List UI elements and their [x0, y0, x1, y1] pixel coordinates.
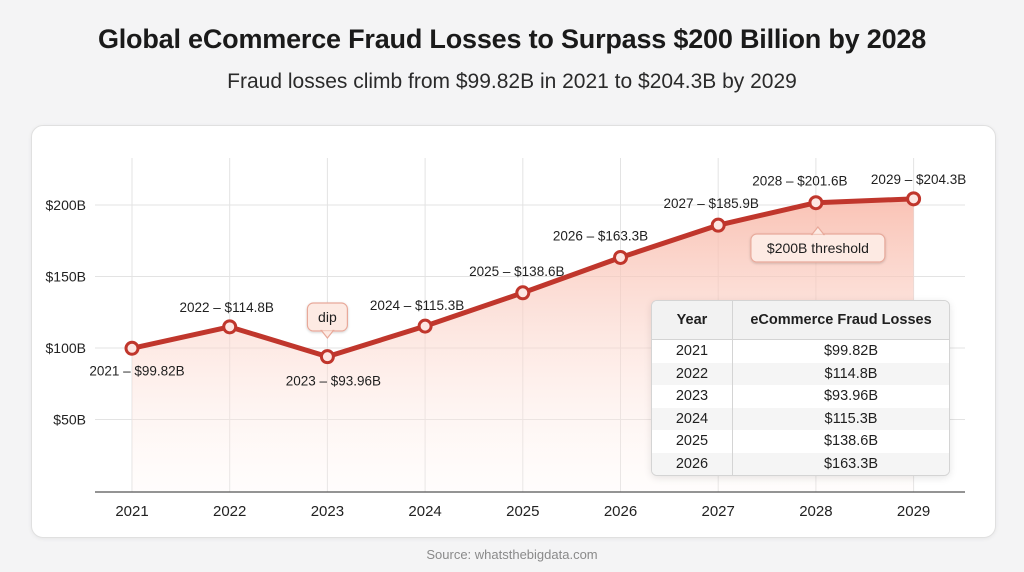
data-point [710, 217, 726, 233]
table-header-row: Year eCommerce Fraud Losses [652, 301, 949, 340]
data-points [124, 191, 922, 365]
x-tick-label: 2022 [213, 503, 246, 520]
data-point [613, 249, 628, 265]
x-tick-label: 2021 [115, 503, 148, 520]
table-cell-year: 2026 [652, 452, 733, 475]
threshold-callout-text: $200B threshold [767, 240, 869, 256]
threshold-callout-tail-mask [812, 234, 823, 237]
table-row: 2022 $114.8B [652, 362, 949, 385]
dip-callout-text: dip [318, 309, 337, 325]
data-point [906, 191, 922, 207]
data-point [319, 349, 335, 365]
table-cell-year: 2021 [652, 339, 733, 363]
source-note: Source: whatsthebigdata.com [426, 547, 598, 562]
table-cell-year: 2023 [652, 385, 733, 408]
table-cell-value: $138.6B [823, 433, 879, 450]
table-row: 2024 $115.3B [652, 407, 949, 430]
dip-callout: dip [306, 302, 348, 339]
data-label: 2027 – $185.9B [664, 196, 759, 211]
table-cell-value: $163.3B [732, 452, 949, 475]
annotations: dip $200B threshold [306, 226, 886, 339]
data-label: 2026 – $163.3B [553, 228, 648, 243]
table-cell-value: $99.82B [823, 343, 879, 360]
data-labels: 2021 – $99.82B 2022 – $114.8B 2023 – $93.9… [89, 172, 966, 389]
dip-callout-tail [320, 329, 335, 339]
table-row: 2026 $163.3B [652, 452, 949, 475]
x-tick-label: 2023 [311, 503, 344, 520]
x-tick-label: 2026 [604, 503, 637, 520]
table-cell-year: 2022 [652, 362, 733, 385]
table-row: 2025 $138.6B [652, 430, 949, 453]
table-header-losses: eCommerce Fraud Losses [732, 301, 949, 340]
data-point [417, 318, 433, 334]
threshold-callout: $200B threshold [750, 226, 886, 263]
data-table: Year eCommerce Fraud Losses 2021 $99.82B… [651, 300, 950, 476]
data-label: 2028 – $201.6B [752, 174, 847, 189]
y-tick-label: $100B [46, 340, 86, 356]
y-tick-label: $150B [46, 269, 86, 285]
table-row: 2023 $93.96B [652, 385, 949, 408]
table-cell-value: $115.3B [732, 407, 949, 430]
x-tick-label: 2025 [506, 503, 539, 520]
chart-title: Global eCommerce Fraud Losses to Surpass… [97, 24, 927, 54]
table-cell-year: 2024 [652, 407, 733, 430]
x-tick-label: 2028 [799, 503, 832, 520]
data-label: 2022 – $114.8B [180, 300, 274, 315]
chart-subtitle: Fraud losses climb from $99.82B in 2021 … [227, 70, 797, 93]
data-point [808, 195, 824, 211]
data-label: 2021 – $99.82B [89, 363, 184, 378]
y-tick-label: $50B [53, 412, 86, 428]
data-point [222, 319, 238, 335]
data-label: 2023 – $93.96B [286, 374, 381, 389]
data-point [124, 340, 140, 356]
data-label: 2024 – $115.3B [370, 298, 464, 313]
data-label: 2029 – $204.3B [871, 172, 966, 187]
x-tick-label: 2029 [897, 503, 930, 520]
x-tick-label: 2024 [408, 503, 441, 520]
data-label: 2025 – $138.6B [469, 264, 564, 279]
table-row: 2021 $99.82B [652, 339, 949, 363]
y-tick-label: $200B [46, 197, 86, 213]
x-tick-label: 2027 [702, 503, 735, 520]
table-cell-value: $114.8B [732, 362, 949, 385]
data-point [515, 285, 531, 301]
table-cell-value: $93.96B [823, 388, 879, 405]
table-header-year: Year [652, 301, 733, 340]
table-cell-year: 2025 [652, 430, 733, 453]
dip-callout-tail-mask [322, 328, 333, 331]
